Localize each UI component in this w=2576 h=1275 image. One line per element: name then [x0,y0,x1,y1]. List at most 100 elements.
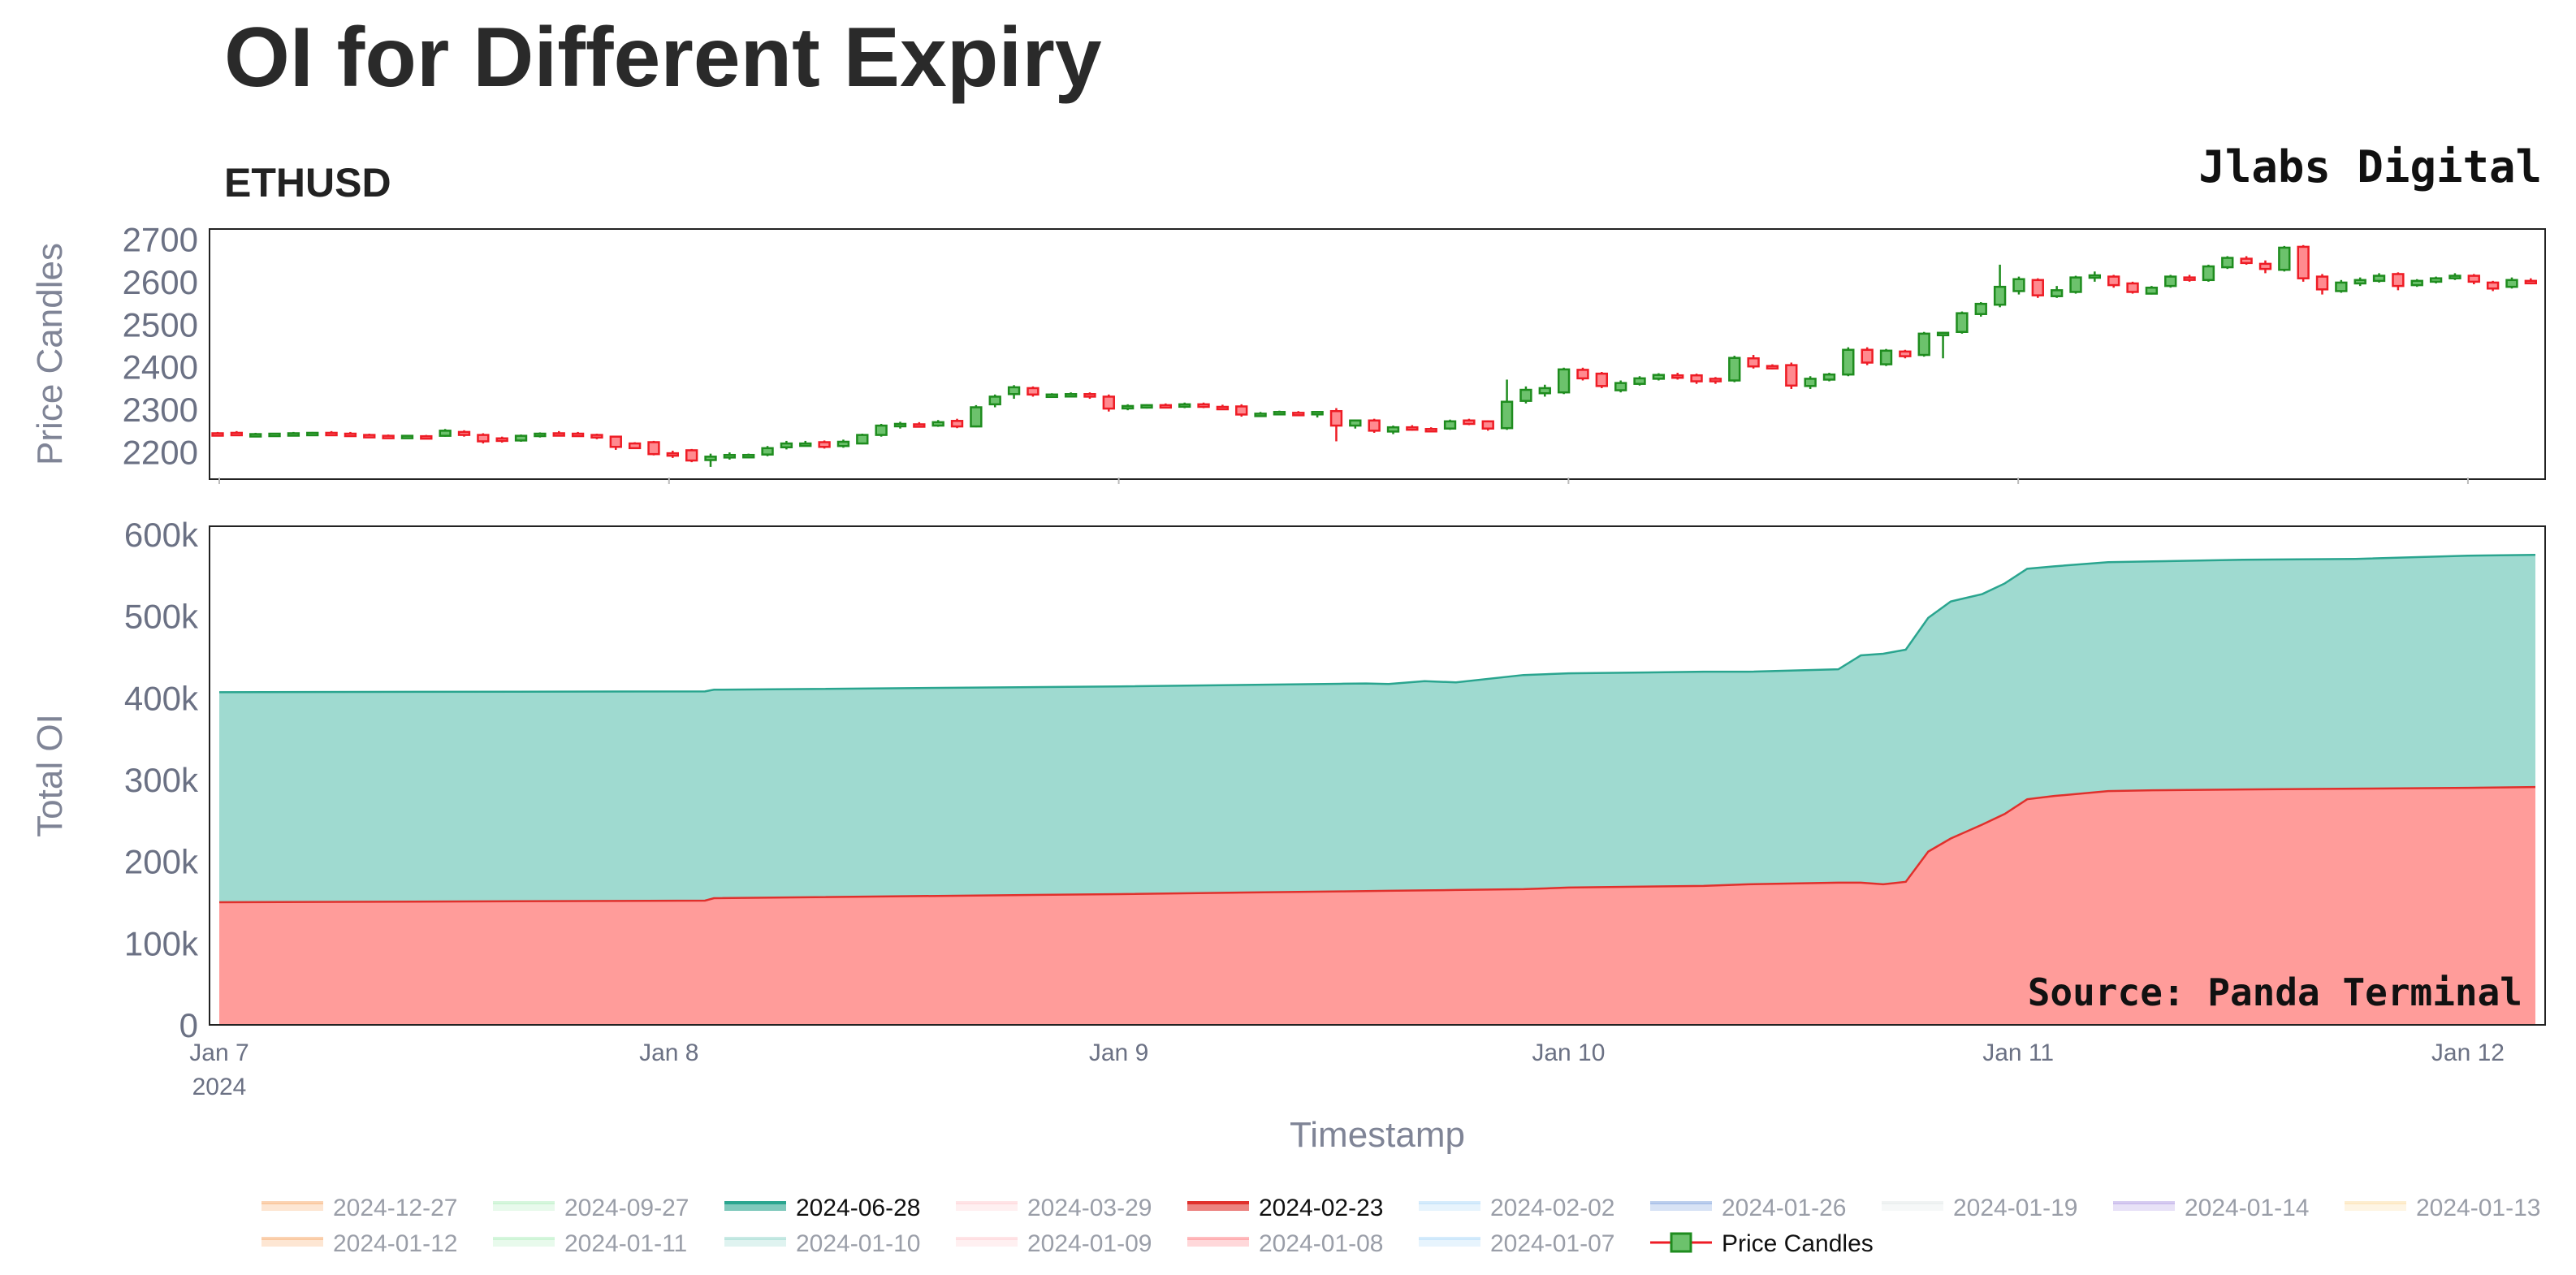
candle[interactable] [2486,280,2500,292]
candle[interactable] [1140,404,1153,409]
candle[interactable] [1197,402,1210,408]
candle[interactable] [1292,411,1305,417]
candle[interactable] [2335,279,2348,293]
candle[interactable] [2353,277,2366,287]
candle[interactable] [1178,402,1191,408]
legend-item-price-candles[interactable]: Price Candles [1650,1230,1874,1257]
legend-item-2024-01-19[interactable]: 2024-01-19 [1882,1195,2077,1221]
candle[interactable] [1349,419,1362,429]
legend-item-2024-06-28[interactable]: 2024-06-28 [724,1195,920,1221]
candle[interactable] [1557,367,1571,395]
candle[interactable] [1917,331,1930,357]
candle[interactable] [2392,272,2405,291]
candle[interactable] [970,404,983,428]
candle[interactable] [1785,362,1798,389]
candle-series[interactable] [211,244,2537,467]
candle[interactable] [1007,385,1021,400]
candle[interactable] [2410,279,2423,287]
candle[interactable] [2145,286,2159,295]
candle[interactable] [363,434,376,439]
candle[interactable] [2467,274,2480,285]
candle[interactable] [344,431,357,438]
candle[interactable] [2297,244,2310,282]
candle[interactable] [1842,347,1855,377]
legend-item-2024-01-11[interactable]: 2024-01-11 [493,1230,687,1257]
candle[interactable] [552,430,565,437]
candle[interactable] [704,453,717,467]
candle[interactable] [514,434,528,442]
candle[interactable] [2258,260,2272,274]
oi-area-2024-06-28[interactable] [219,555,2535,903]
candle[interactable] [1481,420,1494,431]
legend-item-2024-01-09[interactable]: 2024-01-09 [956,1230,1152,1257]
candle[interactable] [647,440,660,456]
candle[interactable] [2278,245,2291,272]
candle[interactable] [742,453,755,459]
candle[interactable] [836,439,850,448]
candle[interactable] [666,450,679,458]
legend-item-2024-12-27[interactable]: 2024-12-27 [261,1195,457,1221]
candle[interactable] [1311,411,1324,418]
candle[interactable] [2069,275,2082,294]
candle[interactable] [268,432,281,438]
candle[interactable] [2126,281,2139,294]
candle[interactable] [913,421,926,428]
candle[interactable] [2448,273,2461,280]
candle[interactable] [457,430,471,437]
candle[interactable] [1235,404,1248,417]
oi-area-2024-02-23[interactable] [219,787,2535,1025]
candle[interactable] [723,452,737,460]
legend-item-2024-01-14[interactable]: 2024-01-14 [2113,1195,2309,1221]
candle[interactable] [609,435,622,450]
candle[interactable] [382,434,395,439]
candle[interactable] [1102,394,1115,412]
candle[interactable] [2524,278,2537,285]
candle[interactable] [1595,372,1608,388]
candle[interactable] [1519,386,1532,404]
candle[interactable] [1879,348,1893,366]
candle[interactable] [1671,373,1684,380]
candle[interactable] [1766,364,1779,370]
candle[interactable] [1633,376,1646,386]
candle[interactable] [1386,426,1400,434]
candle[interactable] [818,440,831,449]
candle[interactable] [2183,274,2196,282]
candle[interactable] [1329,408,1343,442]
candle[interactable] [1974,302,1987,317]
candle[interactable] [439,429,452,437]
candle[interactable] [2429,276,2443,283]
candle[interactable] [950,418,964,429]
candle[interactable] [1728,356,1741,382]
legend-item-2024-01-12[interactable]: 2024-01-12 [261,1230,457,1257]
candle[interactable] [1614,380,1627,393]
candle[interactable] [477,433,490,444]
candle[interactable] [2240,256,2253,265]
legend-item-2024-01-13[interactable]: 2024-01-13 [2345,1195,2540,1221]
candle[interactable] [590,434,603,439]
candle[interactable] [420,434,433,440]
candle[interactable] [1424,427,1437,433]
candle[interactable] [571,431,585,438]
candle[interactable] [1045,393,1058,399]
candle[interactable] [1747,355,1760,369]
candle[interactable] [2164,274,2177,288]
candle[interactable] [931,420,944,427]
candle[interactable] [1159,403,1173,409]
legend-item-2024-02-02[interactable]: 2024-02-02 [1419,1195,1614,1221]
candle[interactable] [2031,278,2044,298]
candle[interactable] [628,442,642,450]
legend-item-2024-01-26[interactable]: 2024-01-26 [1650,1195,1846,1221]
legend-item-2024-02-23[interactable]: 2024-02-23 [1187,1195,1383,1221]
candle[interactable] [230,430,244,437]
candle[interactable] [1993,264,2007,308]
candle[interactable] [1273,410,1286,416]
candle[interactable] [1576,367,1589,381]
candle[interactable] [1083,392,1096,400]
candle[interactable] [1861,347,1874,365]
candle[interactable] [1500,379,1514,430]
candle[interactable] [2088,271,2102,282]
candle[interactable] [306,431,319,437]
candle[interactable] [761,446,774,456]
candle[interactable] [988,394,1001,408]
legend-item-2024-09-27[interactable]: 2024-09-27 [493,1195,689,1221]
